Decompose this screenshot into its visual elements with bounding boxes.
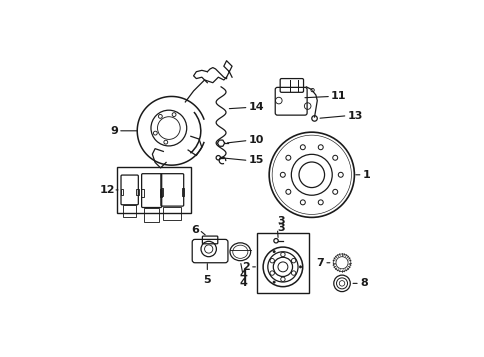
Bar: [123, 205, 136, 217]
Bar: [121, 188, 122, 195]
Text: 4: 4: [239, 278, 246, 288]
Text: 3: 3: [277, 216, 285, 226]
Circle shape: [272, 251, 274, 253]
Text: 9: 9: [110, 126, 118, 136]
Text: 10: 10: [248, 135, 263, 145]
Bar: [136, 188, 138, 195]
Text: 6: 6: [191, 225, 198, 235]
Bar: [182, 188, 183, 196]
Text: 3: 3: [277, 223, 285, 233]
Text: 2: 2: [242, 262, 249, 272]
Text: 8: 8: [359, 278, 367, 288]
Bar: [160, 188, 163, 196]
Text: 4: 4: [239, 270, 246, 280]
Bar: [257, 232, 308, 293]
Text: 15: 15: [248, 156, 263, 166]
Circle shape: [272, 281, 274, 283]
Text: 12: 12: [100, 185, 115, 195]
Text: 14: 14: [248, 102, 264, 112]
Bar: [163, 207, 181, 220]
Bar: [141, 189, 143, 197]
Bar: [144, 208, 159, 222]
Text: 11: 11: [331, 91, 346, 101]
Circle shape: [299, 266, 301, 268]
Bar: [116, 166, 190, 213]
Text: 7: 7: [316, 258, 323, 268]
Bar: [159, 189, 162, 197]
Text: 13: 13: [347, 111, 362, 121]
Text: 1: 1: [362, 170, 370, 180]
Text: 5: 5: [203, 275, 211, 285]
